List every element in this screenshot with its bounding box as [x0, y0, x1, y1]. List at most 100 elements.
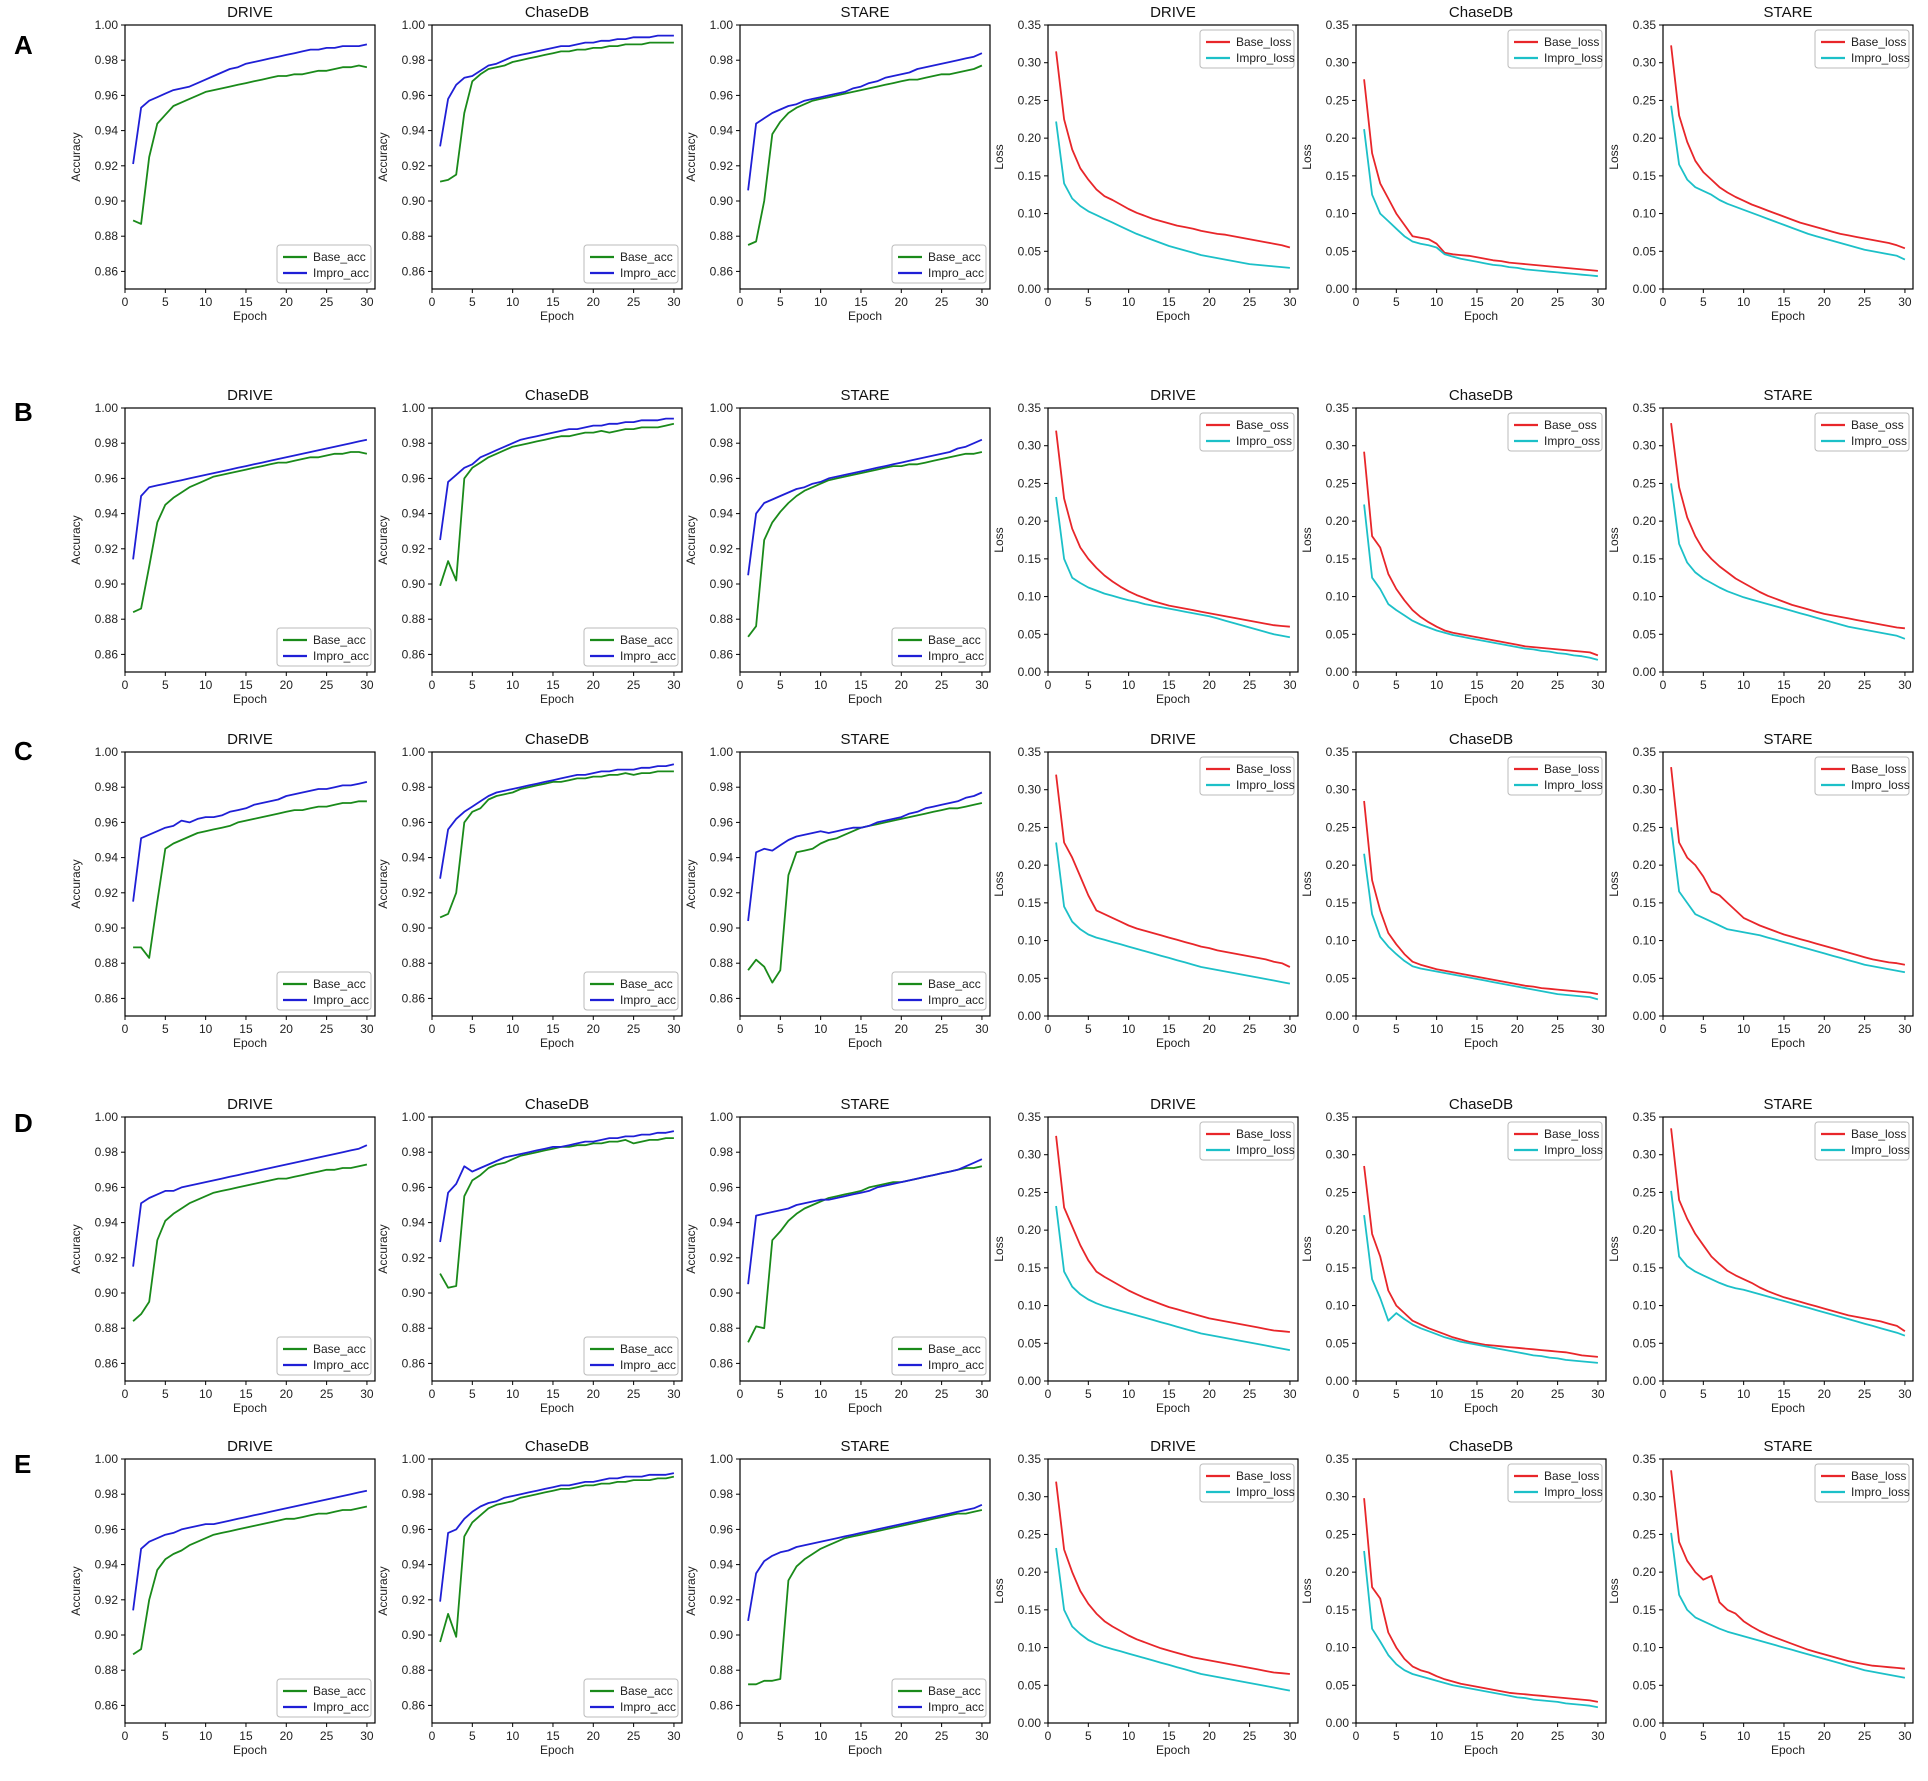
x-tick-label: 0 — [1660, 678, 1667, 692]
series-line-impro-loss — [1670, 827, 1906, 974]
series-line-base-loss — [1670, 767, 1906, 966]
legend-label: Base_acc — [313, 633, 366, 647]
y-tick-label: 0.86 — [95, 647, 119, 661]
y-tick-label: 0.10 — [1326, 1299, 1350, 1313]
y-tick-label: 1.00 — [710, 18, 734, 32]
x-tick-label: 5 — [469, 1022, 476, 1036]
y-tick-label: 0.00 — [1018, 1716, 1042, 1730]
x-tick-label: 20 — [1818, 678, 1832, 692]
legend: Base_loss Impro_loss — [1814, 756, 1910, 796]
legend-label: Base_loss — [1544, 35, 1599, 49]
legend-label: Base_loss — [1544, 1469, 1599, 1483]
x-tick-label: 30 — [1898, 1387, 1912, 1401]
y-tick-label: 0.20 — [1633, 1223, 1657, 1237]
legend-label: Base_acc — [928, 977, 981, 991]
x-tick-label: 30 — [1898, 1729, 1912, 1743]
y-tick-label: 0.20 — [1633, 1565, 1657, 1579]
y-tick-label: 0.86 — [710, 647, 734, 661]
series-line-base-loss — [1363, 1498, 1599, 1703]
legend-label: Impro_loss — [1851, 778, 1910, 792]
x-tick-label: 5 — [162, 1022, 169, 1036]
legend-label: Impro_oss — [1236, 434, 1292, 448]
legend-label: Impro_acc — [928, 1700, 984, 1714]
y-tick-label: 0.88 — [95, 1321, 119, 1335]
subplot-D-accuracy-stare: STARE 0 5 10 15 20 25 30 0.86 0.88 0.90 0.92 0.94 0.9… — [684, 1096, 991, 1415]
x-tick-label: 30 — [1898, 295, 1912, 309]
x-tick-label: 5 — [1393, 295, 1400, 309]
y-tick-label: 0.15 — [1326, 1603, 1350, 1617]
plot-frame — [1355, 407, 1607, 673]
y-axis-title: Accuracy — [376, 132, 390, 181]
x-tick-label: 25 — [1243, 1729, 1257, 1743]
y-tick-label: 0.86 — [710, 1356, 734, 1370]
x-axis-title: Epoch — [1771, 1401, 1805, 1415]
y-tick-label: 0.10 — [1633, 207, 1657, 221]
y-tick-label: 0.96 — [95, 88, 119, 102]
y-tick-label: 0.15 — [1326, 1261, 1350, 1275]
y-tick-label: 0.20 — [1326, 131, 1350, 145]
legend-label: Impro_acc — [620, 1700, 676, 1714]
y-tick-label: 0.88 — [95, 956, 119, 970]
y-tick-label: 0.98 — [95, 1145, 119, 1159]
y-axis-title: Accuracy — [376, 1224, 390, 1273]
x-tick-label: 10 — [506, 1729, 520, 1743]
series-line-base-loss — [1055, 1481, 1290, 1675]
series-line-base-acc — [132, 1505, 368, 1656]
y-tick-label: 0.25 — [1018, 1527, 1042, 1541]
plot-frame — [431, 1458, 683, 1724]
x-tick-label: 30 — [1283, 678, 1297, 692]
y-tick-label: 0.96 — [710, 1180, 734, 1194]
x-tick-label: 5 — [1700, 295, 1707, 309]
plot-frame — [739, 1458, 991, 1724]
y-tick-label: 0.94 — [710, 1558, 734, 1572]
y-tick-label: 0.90 — [710, 194, 734, 208]
plot-frame — [1662, 407, 1914, 673]
legend-label: Impro_acc — [313, 1358, 369, 1372]
legend: Base_acc Impro_acc — [276, 627, 372, 667]
y-tick-label: 0.30 — [1018, 439, 1042, 453]
series-line-base-acc — [747, 451, 983, 638]
legend-label: Base_loss — [1236, 1127, 1291, 1141]
legend: Base_oss Impro_oss — [1199, 412, 1295, 452]
y-tick-label: 0.86 — [710, 1698, 734, 1712]
x-tick-label: 25 — [935, 1387, 949, 1401]
subplot-A-accuracy-stare: STARE 0 5 10 15 20 25 30 0.86 0.88 0.90 0.92 0.94 0.9… — [684, 4, 991, 323]
x-tick-label: 0 — [1353, 295, 1360, 309]
plot-frame — [1662, 1458, 1914, 1724]
y-tick-label: 1.00 — [710, 1452, 734, 1466]
subplot-title: DRIVE — [1150, 731, 1196, 748]
legend-label: Impro_acc — [620, 266, 676, 280]
y-tick-label: 0.92 — [95, 1593, 119, 1607]
subplot-title: STARE — [841, 1438, 890, 1455]
y-tick-label: 0.10 — [1018, 590, 1042, 604]
x-axis-title: Epoch — [1771, 1743, 1805, 1757]
y-tick-label: 0.35 — [1326, 745, 1350, 759]
x-axis-title: Epoch — [1464, 1743, 1498, 1757]
y-tick-label: 0.92 — [402, 542, 426, 556]
y-tick-label: 0.25 — [1018, 1185, 1042, 1199]
x-tick-label: 15 — [239, 1022, 253, 1036]
y-tick-label: 0.00 — [1326, 282, 1350, 296]
x-tick-label: 10 — [199, 1387, 213, 1401]
series-line-base-acc — [439, 422, 675, 587]
y-tick-label: 0.15 — [1326, 896, 1350, 910]
plot-frame — [1355, 1458, 1607, 1724]
y-axis-title: Loss — [1607, 871, 1621, 896]
legend-label: Impro_loss — [1851, 1485, 1910, 1499]
legend-label: Impro_acc — [620, 1358, 676, 1372]
y-tick-label: 0.92 — [95, 159, 119, 173]
y-tick-label: 0.92 — [402, 159, 426, 173]
series-line-base-loss — [1363, 79, 1598, 272]
y-tick-label: 0.05 — [1018, 971, 1042, 985]
y-tick-label: 0.10 — [1326, 590, 1350, 604]
legend: Base_acc Impro_acc — [891, 971, 987, 1011]
y-axis-title: Loss — [992, 871, 1006, 896]
plot-frame — [1662, 24, 1914, 290]
series-line-base-acc — [747, 64, 983, 246]
y-tick-label: 0.88 — [95, 1663, 119, 1677]
series-line-base-acc — [439, 1137, 674, 1289]
x-tick-label: 10 — [1430, 295, 1444, 309]
y-tick-label: 0.92 — [402, 1593, 426, 1607]
x-tick-label: 25 — [935, 295, 949, 309]
x-tick-label: 0 — [737, 295, 744, 309]
